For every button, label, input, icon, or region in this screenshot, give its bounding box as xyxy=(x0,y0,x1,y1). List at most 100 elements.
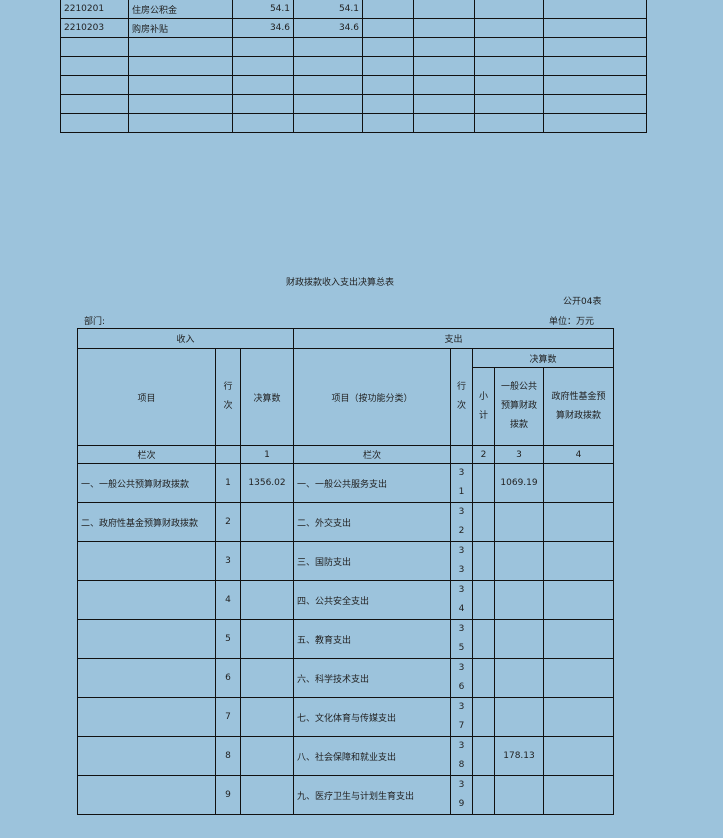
table-cell xyxy=(60,113,129,133)
table-row xyxy=(60,75,647,95)
row-cell: 5 xyxy=(215,619,241,659)
table-cell xyxy=(362,113,414,133)
cell xyxy=(450,445,473,464)
table-row xyxy=(60,94,647,114)
income-item-cell xyxy=(77,775,216,815)
subtotal-cell xyxy=(472,736,495,776)
expense-item-cell: 二、外交支出 xyxy=(293,502,451,542)
table-cell xyxy=(413,56,475,76)
row-cell: 1 xyxy=(215,463,241,503)
table-cell xyxy=(474,18,544,38)
gov-fund-header: 政府性基金预算财政拨款 xyxy=(543,367,614,446)
general-cell xyxy=(494,658,544,698)
table-cell xyxy=(413,18,475,38)
table-cell xyxy=(60,94,129,114)
row-cell: 6 xyxy=(215,658,241,698)
exp-row-cell: 33 xyxy=(450,541,473,581)
general-cell xyxy=(494,697,544,737)
table-cell xyxy=(60,56,129,76)
cell xyxy=(215,445,241,464)
col-1: 1 xyxy=(240,445,294,464)
table-cell xyxy=(128,113,233,133)
fund-cell xyxy=(543,619,614,659)
general-cell xyxy=(494,775,544,815)
fund-cell xyxy=(543,697,614,737)
table-cell xyxy=(474,0,544,19)
income-item-cell xyxy=(77,697,216,737)
income-item-cell xyxy=(77,580,216,620)
fund-cell xyxy=(543,463,614,503)
general-budget-header: 一般公共预算财政拨款 xyxy=(494,367,544,446)
table-row: 6 六、科学技术支出 36 xyxy=(77,658,614,698)
table-cell: 54.1 xyxy=(232,0,294,19)
summary-table: 收入 支出 项目 行次 决算数 项目（按功能分类） 行次 决算数 小计 一般公共预算财政拨款政… xyxy=(77,328,614,815)
income-item-cell xyxy=(77,541,216,581)
table-cell xyxy=(474,113,544,133)
subtotal-cell xyxy=(472,619,495,659)
amount-cell xyxy=(240,541,294,581)
table-row: 8 八、社会保障和就业支出 38 178.13 xyxy=(77,736,614,776)
fund-cell xyxy=(543,580,614,620)
table-cell xyxy=(362,0,414,19)
table-cell xyxy=(543,113,647,133)
exp-row-cell: 35 xyxy=(450,619,473,659)
table-cell xyxy=(232,113,294,133)
table-cell xyxy=(543,56,647,76)
amount-cell: 1356.02 xyxy=(240,463,294,503)
expense-item-cell: 七、文化体育与传媒支出 xyxy=(293,697,451,737)
table-cell: 2210203 xyxy=(60,18,129,38)
amount-header: 决算数 xyxy=(240,348,294,446)
general-cell xyxy=(494,541,544,581)
table-row: 9 九、医疗卫生与计划生育支出 39 xyxy=(77,775,614,815)
expense-item-cell: 五、教育支出 xyxy=(293,619,451,659)
subtotal-cell xyxy=(472,775,495,815)
exp-row-cell: 38 xyxy=(450,736,473,776)
table-cell xyxy=(543,0,647,19)
table-cell xyxy=(543,18,647,38)
table-cell xyxy=(128,75,233,95)
table-cell xyxy=(232,94,294,114)
table-cell xyxy=(362,75,414,95)
table-cell xyxy=(413,94,475,114)
expense-item-cell: 一、一般公共服务支出 xyxy=(293,463,451,503)
income-item-cell: 一、一般公共预算财政拨款 xyxy=(77,463,216,503)
general-cell xyxy=(494,580,544,620)
table-cell xyxy=(474,75,544,95)
table-cell xyxy=(128,94,233,114)
table-row: 2210203 购房补贴 34.6 34.6 xyxy=(60,18,647,38)
row-cell: 2 xyxy=(215,502,241,542)
general-cell xyxy=(494,502,544,542)
table-row: 一、一般公共预算财政拨款 1 1356.02 一、一般公共服务支出 31 1069.19 xyxy=(77,463,614,503)
exp-row-cell: 37 xyxy=(450,697,473,737)
col-2: 2 xyxy=(472,445,495,464)
col-label-expense: 栏次 xyxy=(293,445,451,464)
fund-cell xyxy=(543,658,614,698)
table-row: 5 五、教育支出 35 xyxy=(77,619,614,659)
final-amount-group-header: 决算数 xyxy=(472,348,614,368)
function-item-header: 项目（按功能分类） xyxy=(293,348,451,446)
table-cell xyxy=(362,94,414,114)
income-header: 收入 xyxy=(77,328,294,349)
table-cell xyxy=(128,56,233,76)
general-cell: 1069.19 xyxy=(494,463,544,503)
table-row: 3 三、国防支出 33 xyxy=(77,541,614,581)
table-row xyxy=(60,113,647,133)
general-cell: 178.13 xyxy=(494,736,544,776)
exp-row-cell: 36 xyxy=(450,658,473,698)
table-cell xyxy=(60,75,129,95)
subtotal-cell xyxy=(472,463,495,503)
fund-cell xyxy=(543,736,614,776)
report-title: 财政拨款收入支出决算总表 xyxy=(286,278,395,288)
table-cell xyxy=(543,94,647,114)
table-cell xyxy=(543,75,647,95)
row-cell: 8 xyxy=(215,736,241,776)
fund-cell xyxy=(543,502,614,542)
col-3: 3 xyxy=(494,445,544,464)
table-cell xyxy=(362,18,414,38)
subtotal-cell xyxy=(472,502,495,542)
table-row xyxy=(60,37,647,57)
income-item-cell xyxy=(77,736,216,776)
subtotal-cell xyxy=(472,658,495,698)
table-cell xyxy=(293,94,363,114)
table-cell: 2210201 xyxy=(60,0,129,19)
